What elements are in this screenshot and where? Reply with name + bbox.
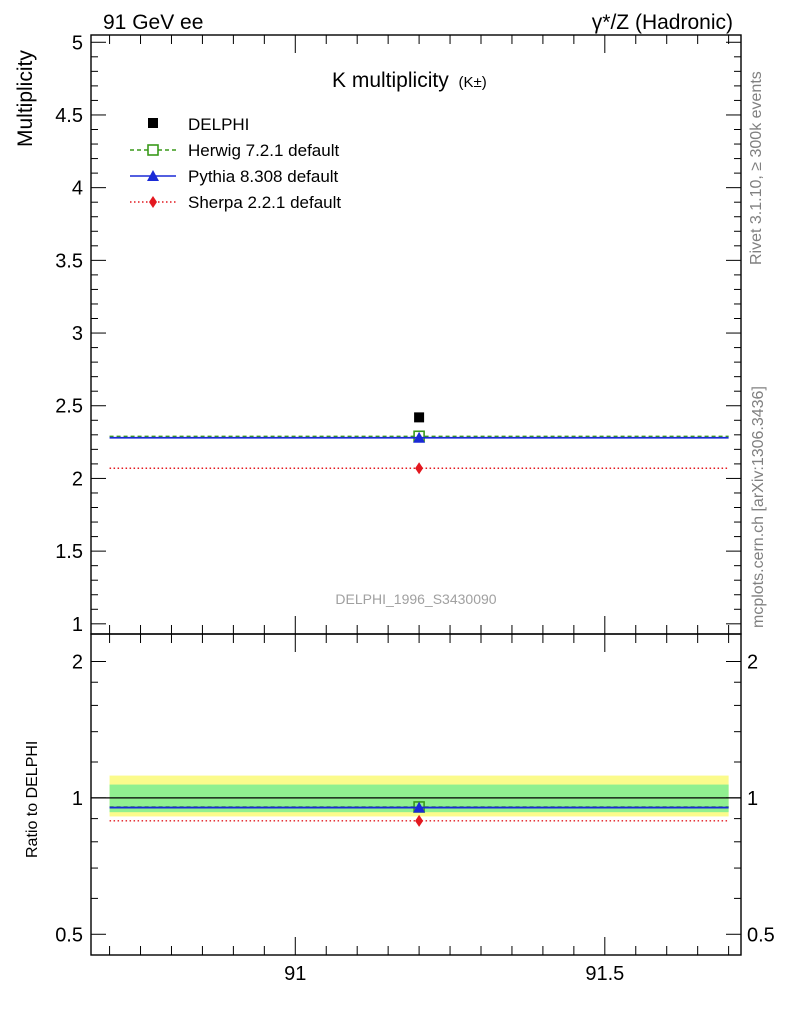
ratio-y-tick-label-left: 0.5 <box>55 924 83 946</box>
legend-label-herwig: Herwig 7.2.1 default <box>188 141 339 160</box>
main-marker-sherpa <box>415 462 424 475</box>
main-marker-delphi <box>414 412 425 423</box>
analysis-watermark: DELPHI_1996_S3430090 <box>335 591 496 607</box>
main-marker-pythia <box>413 431 426 443</box>
legend: DELPHI Herwig 7.2.1 default Pythia 8.308… <box>130 115 341 212</box>
chart-title: K multiplicity (K±) <box>332 69 487 92</box>
ratio-y-tick-label-right: 1 <box>747 788 758 810</box>
chart-title-main: K multiplicity <box>332 69 449 92</box>
chart-title-suffix: (K±) <box>459 74 487 91</box>
main-y-tick-label: 1.5 <box>55 541 83 563</box>
main-y-tick-label: 4 <box>72 178 83 200</box>
main-y-tick-label: 5 <box>72 32 83 54</box>
main-y-tick-label: 4.5 <box>55 105 83 127</box>
header-left-label: 91 GeV ee <box>103 11 203 34</box>
side-text-mcplots: mcplots.cern.ch [arXiv:1306.3436] <box>750 386 767 628</box>
series-layer <box>109 412 729 827</box>
main-y-tick-label: 2 <box>72 468 83 490</box>
legend-label-pythia: Pythia 8.308 default <box>188 167 339 186</box>
y-axis-label-main: Multiplicity <box>14 50 37 147</box>
legend-label-delphi: DELPHI <box>188 115 249 134</box>
ratio-marker-sherpa <box>415 814 424 827</box>
legend-marker-delphi <box>148 118 158 128</box>
legend-marker-sherpa <box>149 196 157 208</box>
main-y-tick-label: 2.5 <box>55 396 83 418</box>
legend-marker-herwig <box>147 144 159 156</box>
legend-marker-pythia <box>147 170 159 181</box>
legend-label-sherpa: Sherpa 2.2.1 default <box>188 193 341 212</box>
y-axis-label-ratio: Ratio to DELPHI <box>24 741 41 858</box>
main-y-tick-label: 1 <box>72 614 83 636</box>
x-tick-label: 91.5 <box>585 963 624 985</box>
header-right-label: γ*/Z (Hadronic) <box>592 11 733 34</box>
ratio-y-tick-label-right: 0.5 <box>747 924 775 946</box>
main-y-tick-label: 3 <box>72 323 83 345</box>
x-tick-label: 91 <box>284 963 306 985</box>
ratio-y-tick-label-left: 2 <box>72 651 83 673</box>
ratio-marker-pythia <box>413 801 426 813</box>
ratio-y-tick-label-left: 1 <box>72 788 83 810</box>
ratio-plot-frame <box>90 633 742 956</box>
ratio-y-tick-label-right: 2 <box>747 651 758 673</box>
main-y-tick-label: 3.5 <box>55 250 83 272</box>
side-text-rivet: Rivet 3.1.10, ≥ 300k events <box>748 71 765 265</box>
axes-layer: 1 1.5 2 2.5 3 3.5 4 4.5 5 0.5 0.5 1 1 2 2 91 91.5 <box>55 32 775 985</box>
